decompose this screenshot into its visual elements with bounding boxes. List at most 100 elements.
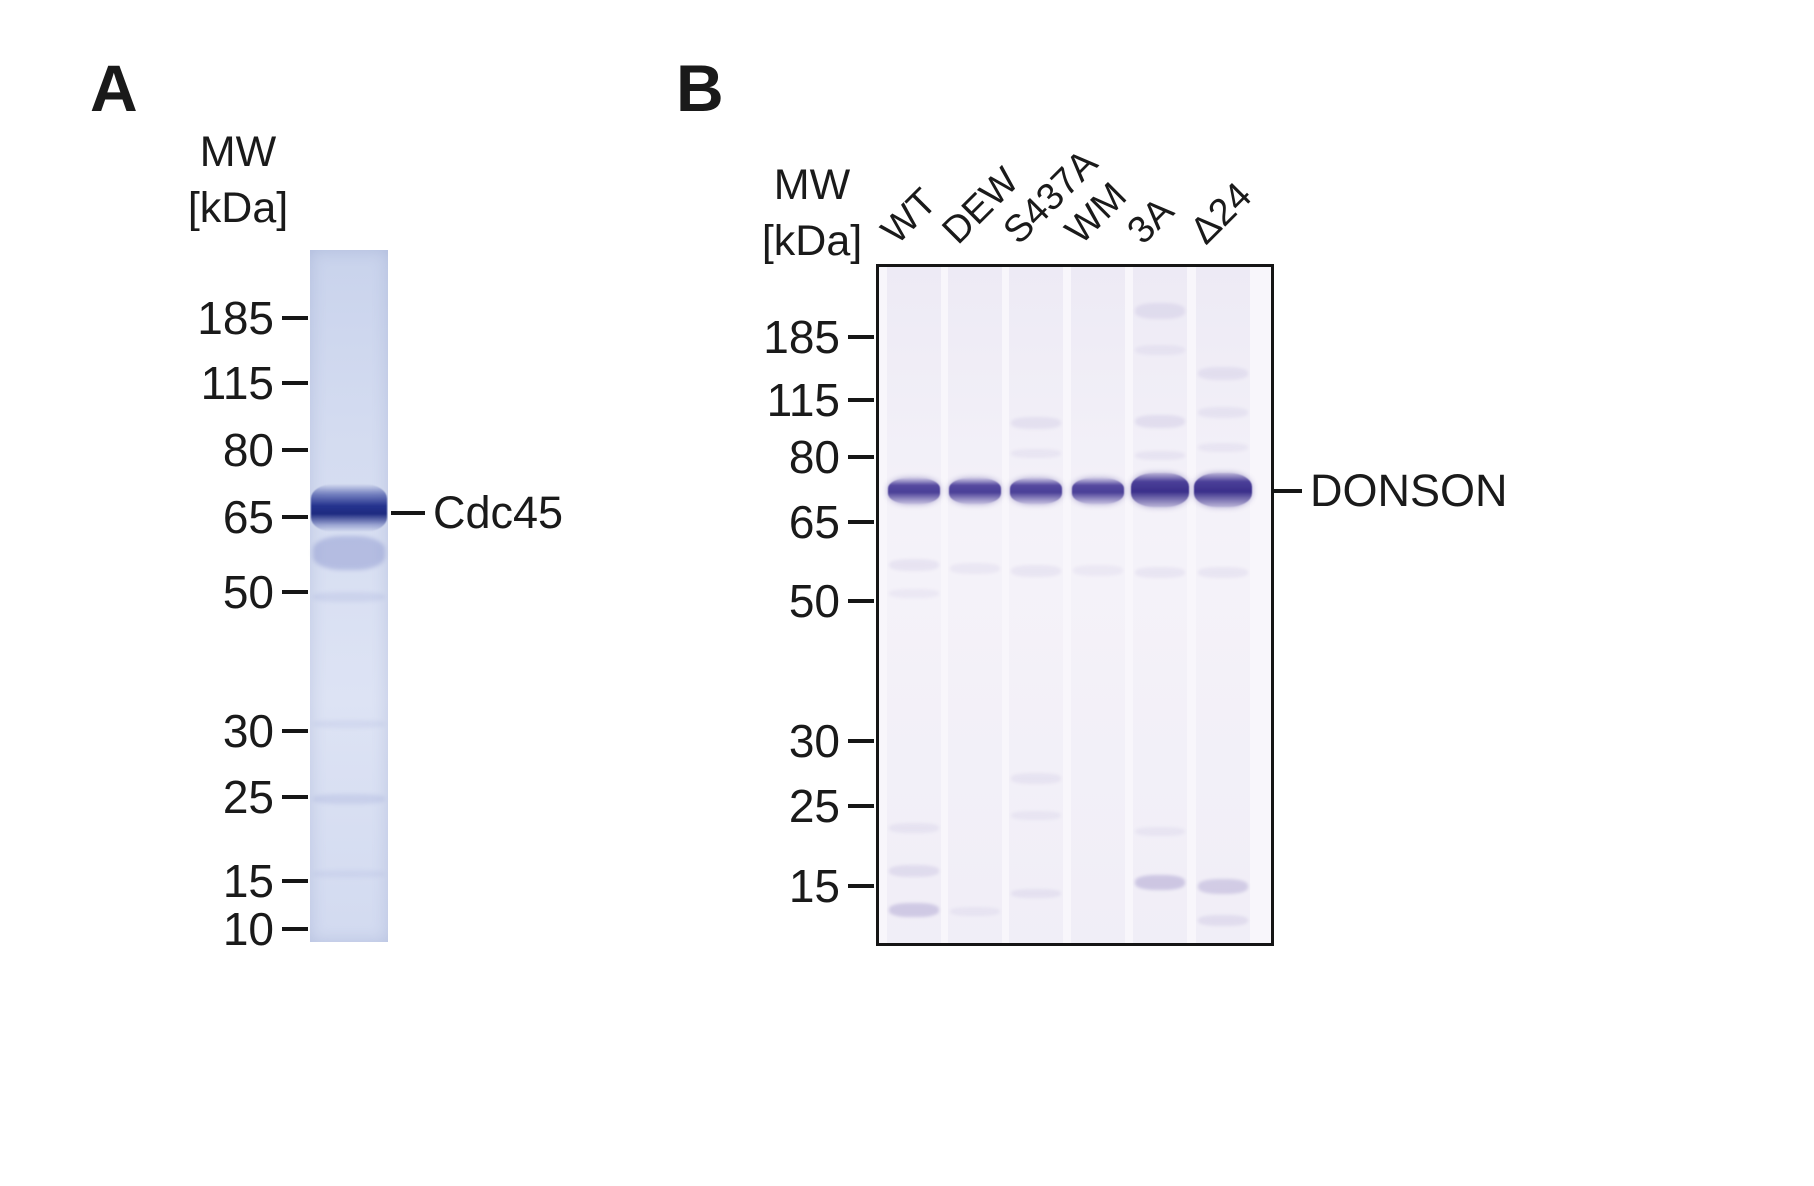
gel-lane-wt bbox=[887, 267, 941, 943]
faint-band bbox=[1135, 875, 1185, 890]
faint-band bbox=[1135, 345, 1185, 355]
panel-b-label: B bbox=[676, 51, 724, 125]
mw-marker-a-10: 10 bbox=[140, 903, 308, 955]
faint-band bbox=[1198, 443, 1248, 452]
mw-marker-tick bbox=[282, 879, 308, 883]
mw-marker-value: 10 bbox=[222, 903, 274, 955]
mw-marker-b-185: 185 bbox=[692, 311, 874, 363]
mw-marker-value: 30 bbox=[788, 715, 840, 767]
mw-marker-value: 115 bbox=[766, 374, 840, 426]
mw-marker-b-15: 15 bbox=[692, 860, 874, 912]
donson-band bbox=[1131, 473, 1189, 507]
faint-band bbox=[1135, 451, 1185, 460]
mw-marker-b-25: 25 bbox=[692, 780, 874, 832]
panel-b-mw-heading: MW [kDa] bbox=[737, 158, 887, 270]
cdc45-band-label: Cdc45 bbox=[433, 487, 564, 538]
faint-band bbox=[1011, 773, 1061, 784]
faint-band bbox=[1011, 565, 1061, 577]
panel-a-label: A bbox=[90, 51, 138, 125]
lane-wash bbox=[1071, 267, 1125, 943]
mw-marker-value: 30 bbox=[222, 705, 274, 757]
lane-wash bbox=[1133, 267, 1187, 943]
mw-marker-tick bbox=[282, 381, 308, 385]
faint-band bbox=[889, 903, 939, 917]
donson-band-label: DONSON bbox=[1310, 465, 1508, 516]
faint-band bbox=[1198, 915, 1248, 926]
mw-marker-a-30: 30 bbox=[140, 705, 308, 757]
faint-band bbox=[1135, 567, 1185, 578]
lane-wash bbox=[1196, 267, 1250, 943]
mw-marker-value: 185 bbox=[197, 292, 274, 344]
donson-band bbox=[949, 478, 1001, 504]
mw-marker-a-65: 65 bbox=[140, 491, 308, 543]
mw-marker-value: 25 bbox=[222, 771, 274, 823]
faint-band bbox=[1135, 303, 1185, 319]
faint-band bbox=[1011, 811, 1061, 820]
faint-band bbox=[889, 589, 939, 598]
mw-marker-tick bbox=[282, 316, 308, 320]
cdc45-pointer-dash bbox=[391, 511, 425, 515]
faint-band bbox=[889, 865, 939, 877]
faint-band bbox=[313, 870, 385, 878]
gel-box-donson bbox=[876, 264, 1274, 946]
panel-a-mw-unit: [kDa] bbox=[187, 183, 289, 232]
gel-smear bbox=[313, 536, 385, 570]
faint-band bbox=[950, 907, 1000, 916]
lane-wash bbox=[1009, 267, 1063, 943]
mw-marker-tick bbox=[848, 520, 874, 524]
faint-band bbox=[1198, 567, 1248, 578]
mw-marker-value: 15 bbox=[788, 860, 840, 912]
faint-band bbox=[1198, 879, 1248, 894]
mw-marker-b-65: 65 bbox=[692, 496, 874, 548]
mw-marker-a-25: 25 bbox=[140, 771, 308, 823]
mw-marker-tick bbox=[282, 795, 308, 799]
donson-band bbox=[1010, 478, 1062, 504]
panel-b-mw-title: MW bbox=[773, 161, 851, 209]
mw-marker-tick bbox=[848, 599, 874, 603]
mw-marker-a-15: 15 bbox=[140, 855, 308, 907]
mw-marker-a-185: 185 bbox=[140, 292, 308, 344]
mw-marker-b-50: 50 bbox=[692, 575, 874, 627]
mw-marker-tick bbox=[848, 398, 874, 402]
faint-band bbox=[889, 559, 939, 571]
faint-band bbox=[313, 592, 385, 602]
faint-band bbox=[1135, 415, 1185, 428]
donson-band bbox=[1072, 478, 1124, 504]
faint-band bbox=[889, 823, 939, 833]
faint-band bbox=[1011, 449, 1061, 458]
mw-marker-tick bbox=[848, 335, 874, 339]
gel-lane-3a bbox=[1131, 267, 1189, 943]
faint-band bbox=[313, 720, 385, 728]
mw-marker-value: 80 bbox=[222, 424, 274, 476]
lane-wash bbox=[948, 267, 1002, 943]
mw-marker-a-80: 80 bbox=[140, 424, 308, 476]
mw-marker-tick bbox=[848, 884, 874, 888]
gel-lane-wm bbox=[1071, 267, 1125, 943]
mw-marker-b-30: 30 bbox=[692, 715, 874, 767]
gel-lane-dew bbox=[948, 267, 1002, 943]
mw-marker-tick bbox=[282, 729, 308, 733]
lane-wash bbox=[887, 267, 941, 943]
mw-marker-value: 115 bbox=[200, 357, 274, 409]
faint-band bbox=[1198, 407, 1248, 418]
donson-pointer-dash bbox=[1274, 489, 1302, 493]
faint-band bbox=[1073, 565, 1123, 576]
faint-band bbox=[1135, 827, 1185, 836]
mw-marker-value: 80 bbox=[788, 431, 840, 483]
mw-marker-value: 65 bbox=[788, 496, 840, 548]
mw-marker-a-115: 115 bbox=[140, 357, 308, 409]
mw-marker-tick bbox=[282, 448, 308, 452]
mw-marker-tick bbox=[282, 927, 308, 931]
mw-marker-b-80: 80 bbox=[692, 431, 874, 483]
panel-a-mw-heading: MW [kDa] bbox=[163, 125, 313, 237]
faint-band bbox=[950, 563, 1000, 574]
mw-marker-value: 65 bbox=[222, 491, 274, 543]
donson-band bbox=[1194, 473, 1252, 507]
mw-marker-tick bbox=[848, 739, 874, 743]
faint-band bbox=[1198, 367, 1248, 380]
gel-lane-delta24 bbox=[1194, 267, 1252, 943]
gel-lane-s437a bbox=[1009, 267, 1063, 943]
mw-marker-b-115: 115 bbox=[692, 374, 874, 426]
mw-marker-value: 50 bbox=[788, 575, 840, 627]
